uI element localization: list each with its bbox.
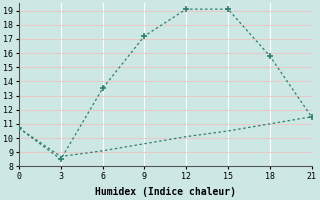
X-axis label: Humidex (Indice chaleur): Humidex (Indice chaleur) [95,186,236,197]
